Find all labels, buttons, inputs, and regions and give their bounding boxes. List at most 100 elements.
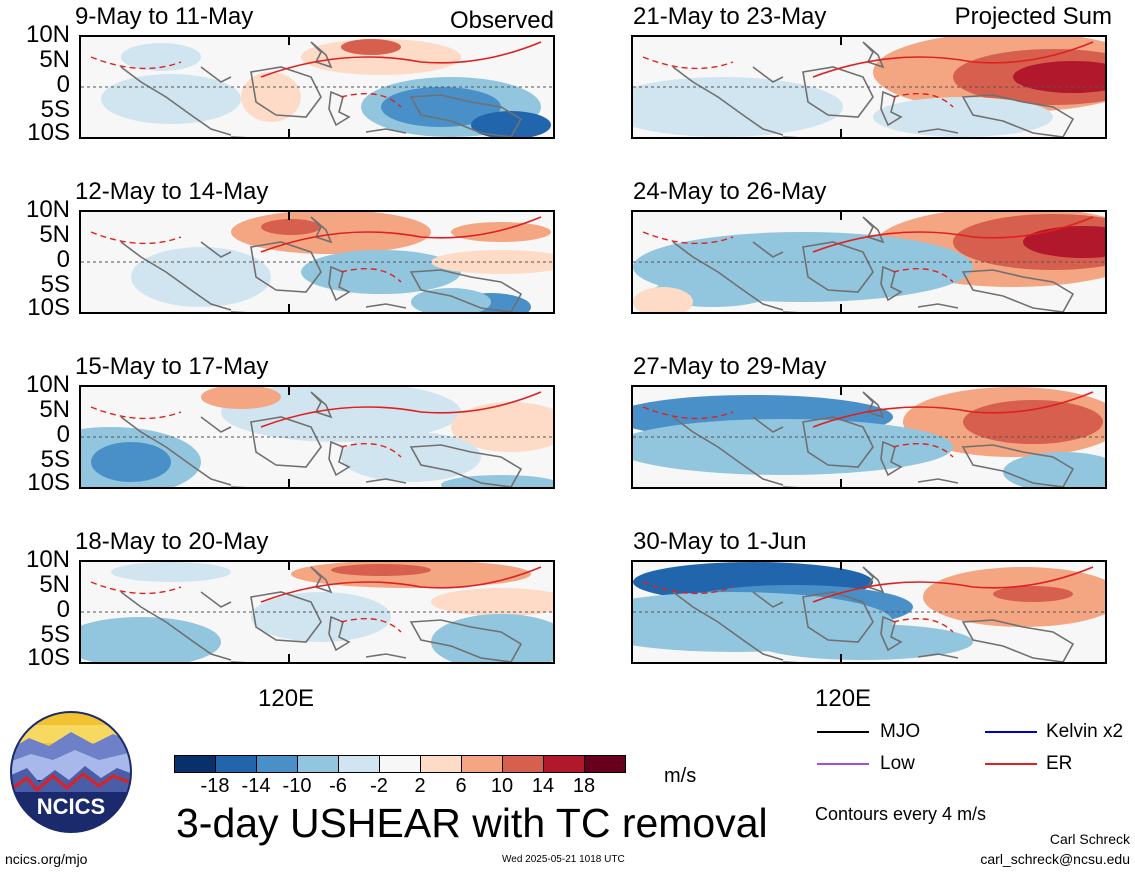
shear-anomaly-shading [131, 247, 271, 307]
longitude-label: 120E [815, 685, 872, 712]
er-contour-negative [642, 56, 954, 108]
latitude-label: 5N [39, 571, 70, 598]
legend-swatch-low [817, 763, 869, 765]
shear-anomaly-shading [221, 387, 461, 442]
latitude-label: 5N [39, 396, 70, 423]
coastline [672, 241, 784, 311]
panel-period-label: 21-May to 23-May [633, 3, 827, 30]
colorbar-tick-label: -18 [200, 775, 230, 797]
latitude-label: 5S [40, 271, 70, 298]
colorbar-tick-label: -6 [329, 775, 347, 797]
shear-anomaly-shading [241, 72, 301, 122]
latitude-label: 10S [27, 294, 70, 321]
shear-anomaly-shading [341, 39, 401, 55]
colorbar-tick-label: -10 [282, 775, 312, 797]
shear-anomaly-shading [873, 97, 1053, 137]
site-link[interactable]: ncics.org/mjo [5, 851, 88, 867]
colorbar-swatch [338, 755, 380, 773]
coastline [752, 66, 784, 83]
colorbar-swatch [297, 755, 339, 773]
er-contour [260, 41, 542, 78]
coastline [961, 269, 1075, 312]
er-contour-negative [90, 56, 402, 108]
colorbar-swatch [256, 755, 298, 773]
author-email[interactable]: carl_schreck@ncsu.edu [980, 851, 1130, 867]
latitude-label: 0 [56, 596, 70, 623]
coastline [120, 241, 232, 311]
er-contour-negative [642, 406, 954, 458]
er-contour-negative [642, 581, 954, 633]
coastline [917, 128, 959, 134]
timestamp: Wed 2025-05-21 1018 UTC [502, 854, 625, 865]
latitude-label: 10N [25, 371, 70, 398]
ncics-logo: NCICS [9, 710, 133, 834]
legend-swatch-kelvin [985, 731, 1037, 733]
logo-text: NCICS [37, 794, 105, 819]
latitude-label: 10S [27, 644, 70, 671]
er-contour [260, 566, 542, 603]
shear-anomaly-shading [261, 219, 321, 235]
colorbar-tick-label: 10 [490, 775, 514, 797]
shear-anomaly-shading [993, 586, 1073, 602]
colorbar-swatch [584, 755, 626, 773]
colorbar-tick-label: -14 [241, 775, 271, 797]
coastline [120, 66, 232, 136]
latitude-label: 0 [56, 71, 70, 98]
er-contour-negative [642, 231, 954, 283]
coastline [917, 478, 959, 484]
shear-anomaly-shading [1003, 452, 1105, 487]
legend-label-er: ER [1046, 753, 1073, 774]
latitude-label: 10S [27, 469, 70, 496]
coastline [409, 94, 523, 137]
coastline [365, 303, 407, 309]
latitude-label: 5S [40, 446, 70, 473]
shear-anomaly-shading [201, 387, 281, 409]
legend-label-low: Low [880, 753, 915, 774]
coastline [120, 591, 232, 661]
coastline [409, 444, 523, 487]
latitude-label: 5S [40, 96, 70, 123]
coastline [752, 241, 784, 258]
shear-anomaly-shading [231, 212, 431, 254]
shear-anomaly-shading [633, 419, 953, 475]
map-panel [631, 210, 1107, 314]
er-contour [812, 41, 1094, 78]
coastline [862, 566, 885, 594]
coastline [365, 128, 407, 134]
map-panel [79, 560, 555, 664]
shear-anomaly-shading [331, 564, 431, 576]
er-contour [260, 216, 542, 253]
er-contour-negative [90, 231, 402, 283]
coastline [310, 391, 333, 419]
units-label: m/s [664, 765, 697, 787]
colorbar-tick-label: -2 [370, 775, 388, 797]
panel-period-label: 15-May to 17-May [75, 353, 269, 380]
shear-anomaly-shading [411, 288, 491, 312]
shear-anomaly-shading [451, 402, 553, 452]
panel-period-label: 30-May to 1-Jun [633, 528, 807, 555]
colorbar-tick-label: 14 [531, 775, 555, 797]
er-contour [260, 391, 542, 428]
latitude-label: 10N [25, 21, 70, 48]
shear-anomaly-shading [1023, 226, 1105, 258]
legend-swatch-mjo [817, 731, 869, 733]
legend-label-kelvin: Kelvin x2 [1046, 721, 1124, 742]
coastline [672, 66, 784, 136]
shear-anomaly-shading [81, 617, 221, 662]
contour-note: Contours every 4 m/s [815, 804, 987, 824]
shear-anomaly-shading [451, 222, 551, 242]
map-panel [79, 210, 555, 314]
shear-anomaly-shading [431, 588, 553, 616]
coastline [961, 444, 1075, 487]
coastline [365, 653, 407, 659]
colorbar-tick-label: 2 [414, 775, 426, 797]
colorbar-swatch [379, 755, 421, 773]
latitude-label: 5N [39, 46, 70, 73]
map-panel [631, 35, 1107, 139]
panel-period-label: 18-May to 20-May [75, 528, 269, 555]
shear-anomaly-shading [633, 77, 843, 137]
shear-anomaly-shading [753, 624, 973, 660]
colorbar-tick-label: 6 [455, 775, 467, 797]
coastline [120, 416, 232, 486]
panel-period-label: 24-May to 26-May [633, 178, 827, 205]
